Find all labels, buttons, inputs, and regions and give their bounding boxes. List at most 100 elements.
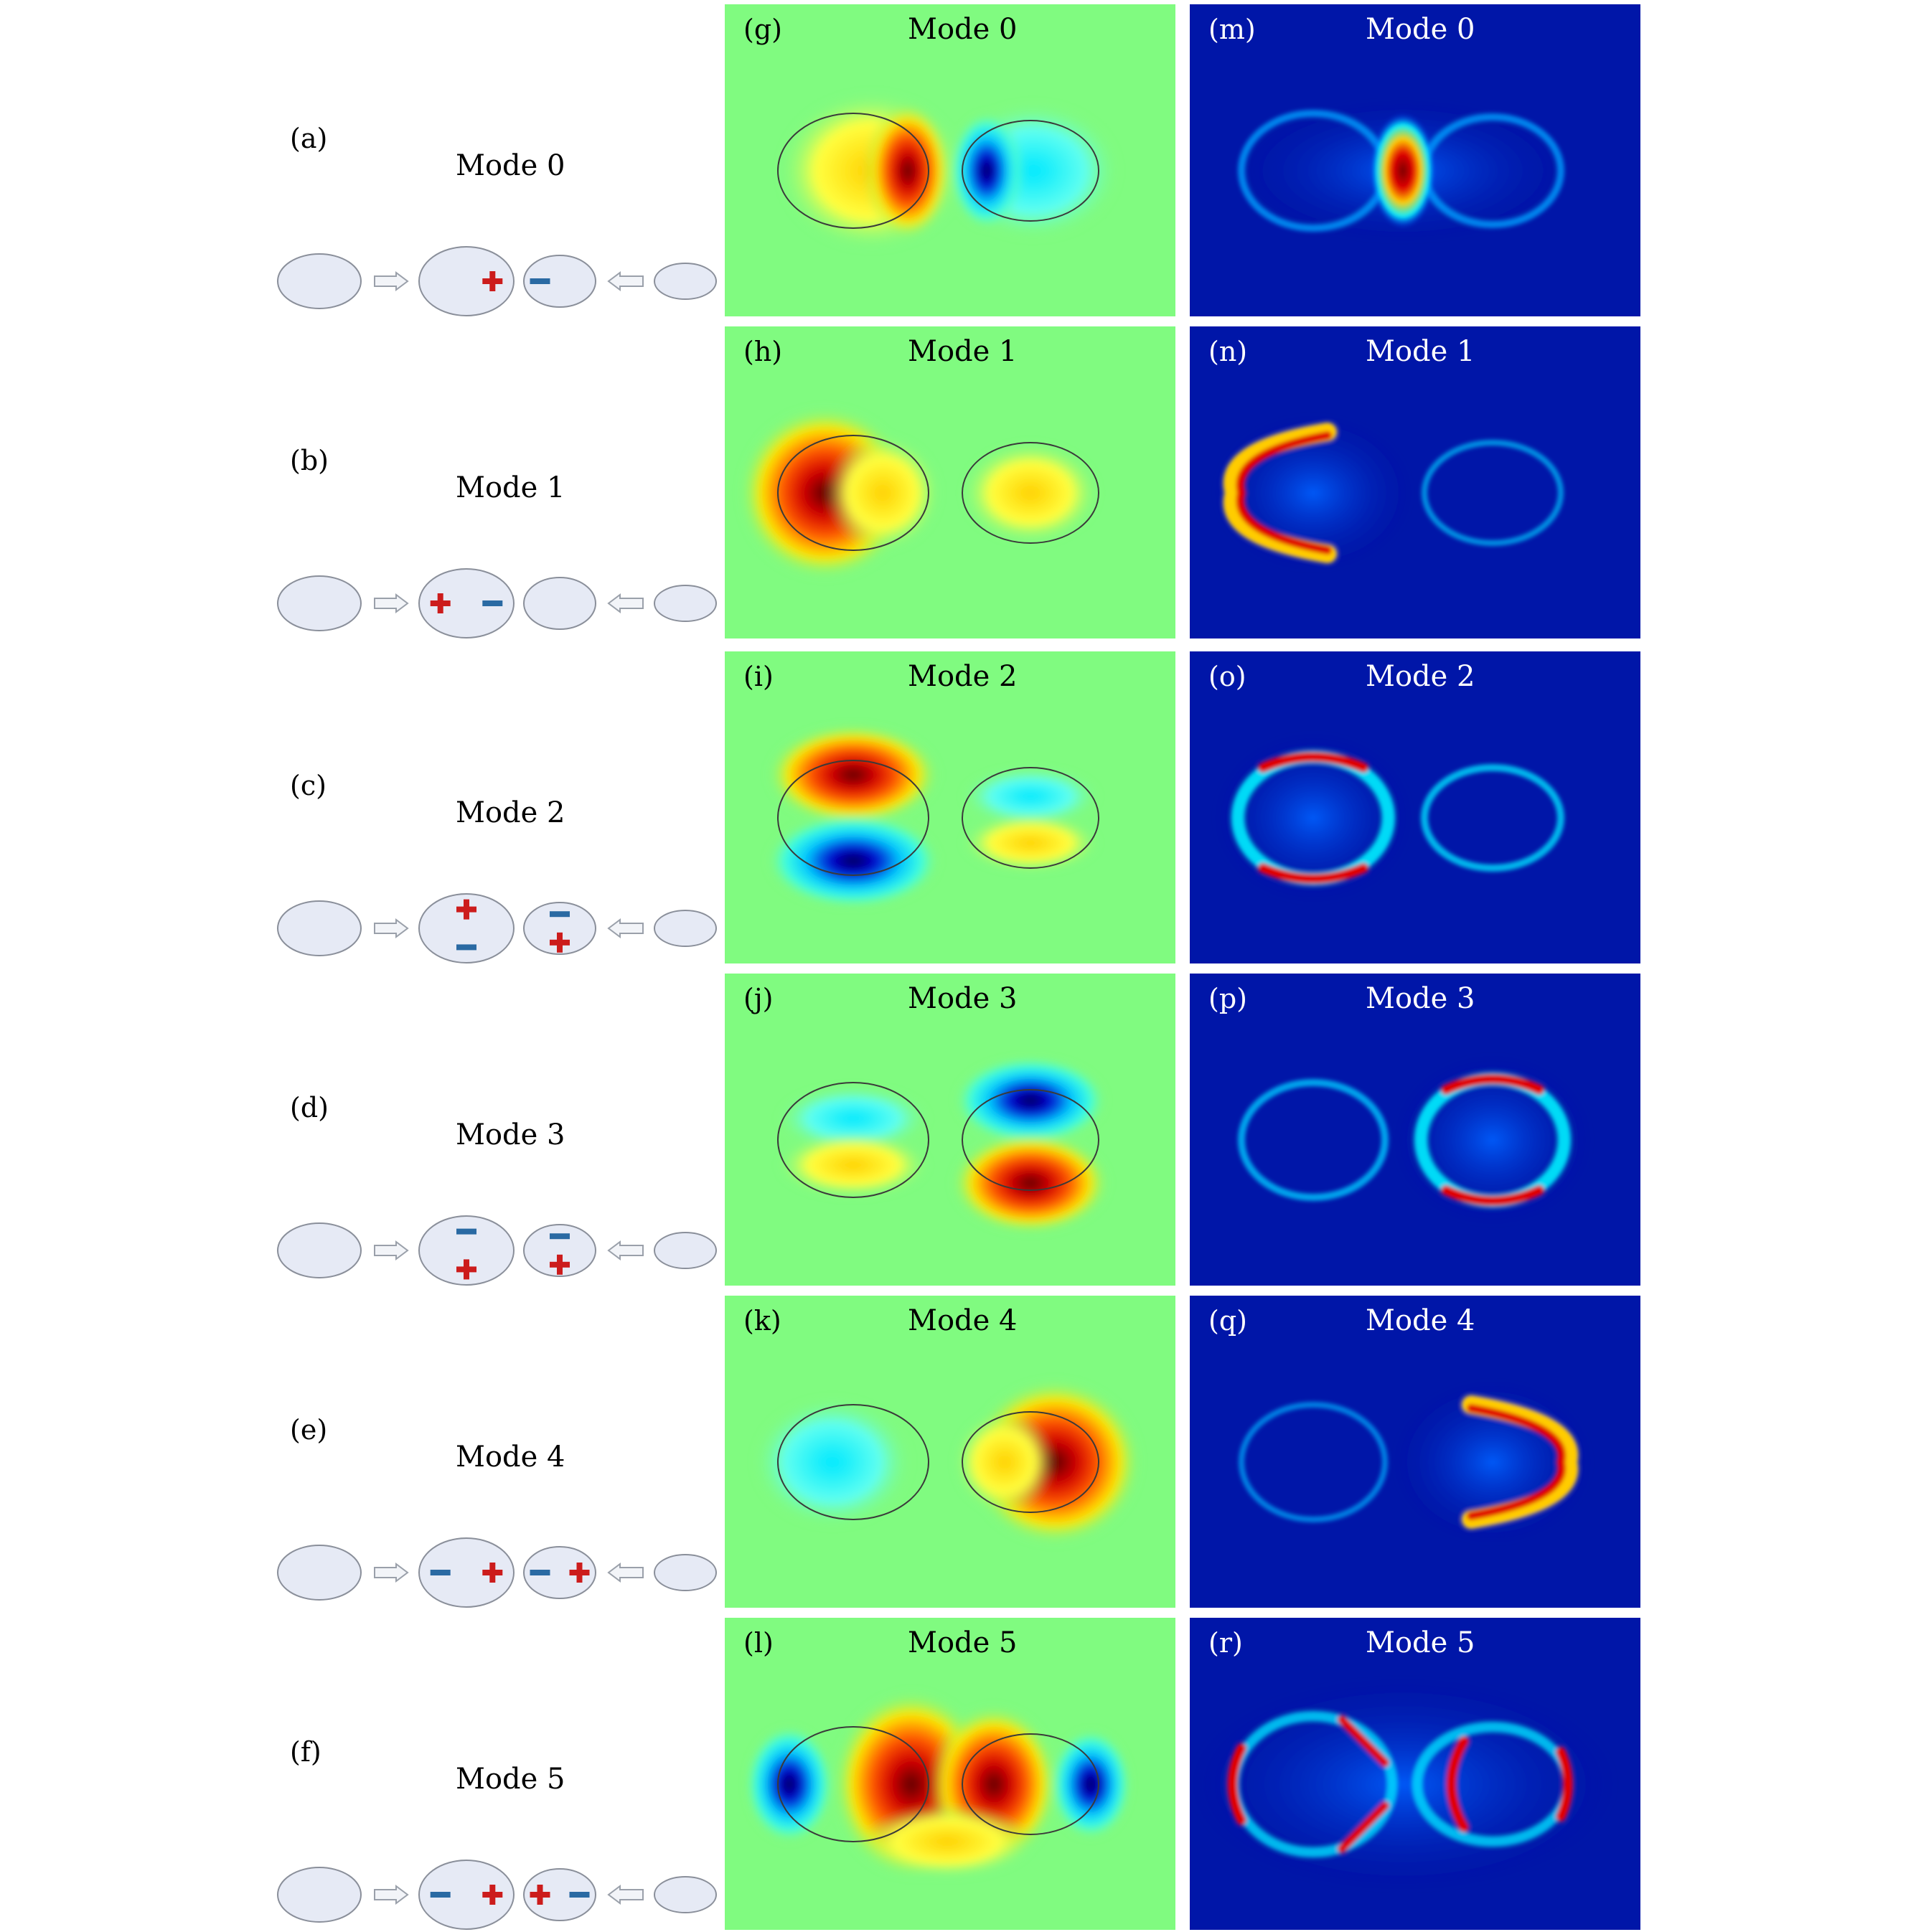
schematic-panel: (e) Mode 4	[277, 1414, 717, 1608]
small-particle	[523, 1224, 596, 1277]
intensity-distribution	[1238, 1054, 1593, 1226]
large-particle	[418, 1215, 515, 1286]
schematic-panel: (d) Mode 3	[277, 1092, 717, 1286]
particle-outline	[777, 760, 929, 876]
field-distribution	[779, 92, 1119, 250]
outer-right-ellipse	[654, 585, 717, 622]
panel-label: (n)	[1208, 336, 1247, 367]
outer-right-ellipse	[654, 1554, 717, 1591]
panel-label: (g)	[743, 14, 782, 45]
mode-title: Mode 2	[908, 660, 1017, 693]
left-arrow-icon	[607, 271, 644, 291]
field-distribution	[778, 1057, 1109, 1233]
small-particle	[523, 1868, 596, 1921]
field-map-panel: (i) Mode 2	[725, 651, 1175, 963]
intensity-distribution	[1238, 99, 1568, 242]
field-ring	[1239, 1402, 1388, 1522]
field-distribution	[753, 1380, 1141, 1545]
right-arrow-icon	[374, 1240, 409, 1260]
mode-title: Mode 4	[456, 1441, 565, 1474]
outer-left-ellipse	[277, 1222, 362, 1278]
field-ring	[1422, 440, 1564, 546]
small-particle	[523, 255, 596, 308]
field-lobe	[954, 1412, 1055, 1512]
field-lobe	[778, 1133, 929, 1197]
field-lobe	[962, 443, 1099, 543]
hot-arc	[1227, 1743, 1246, 1825]
panel-label: (i)	[743, 661, 774, 692]
field-lobe	[778, 1086, 929, 1151]
hot-arc	[1223, 423, 1337, 563]
large-particle	[418, 893, 515, 963]
large-particle	[418, 568, 515, 638]
hot-arc	[1338, 1801, 1389, 1853]
particle-outline	[962, 767, 1099, 869]
outer-left-ellipse	[277, 1545, 362, 1601]
right-arrow-icon	[374, 593, 409, 613]
hot-arc	[1236, 431, 1332, 555]
outer-left-ellipse	[277, 1867, 362, 1923]
panel-label: (h)	[743, 336, 782, 367]
plus-charge-stem	[437, 593, 443, 613]
panel-label: (e)	[290, 1414, 327, 1446]
plus-charge-stem	[489, 1885, 496, 1905]
field-lobe	[955, 1057, 1106, 1144]
field-lobe	[962, 814, 1099, 872]
mode-title: Mode 3	[456, 1118, 565, 1151]
outer-right-ellipse	[654, 1232, 717, 1269]
large-particle	[418, 1860, 515, 1930]
plus-charge-stem	[557, 932, 563, 953]
intensity-distribution	[1190, 1677, 1618, 1892]
right-arrow-icon	[374, 271, 409, 291]
plus-charge-stem	[464, 899, 469, 920]
particle-outline	[777, 435, 929, 551]
field-lobe	[865, 103, 951, 239]
small-particle	[523, 577, 596, 630]
mode-title: Mode 4	[1366, 1304, 1475, 1337]
intensity-distribution	[1213, 732, 1564, 904]
hot-arc	[1446, 1736, 1469, 1832]
field-map-column: (g) Mode 0 (h) Mode 1 (i) Mode 2 (j) Mode 3 (k) M…	[725, 4, 1175, 1930]
outer-right-ellipse	[654, 910, 717, 947]
left-arrow-icon	[607, 1885, 644, 1905]
left-arrow-icon	[607, 1563, 644, 1583]
mode-title: Mode 2	[456, 796, 565, 829]
mode-title: Mode 4	[908, 1304, 1017, 1337]
minus-charge	[430, 1570, 451, 1575]
field-lobe	[746, 1727, 832, 1842]
field-lobe	[952, 1133, 1109, 1233]
panel-label: (b)	[290, 445, 329, 476]
particle-outline	[777, 113, 929, 229]
plus-charge-stem	[576, 1563, 583, 1583]
large-particle	[418, 1537, 515, 1608]
field-distribution	[746, 1691, 1130, 1877]
intensity-map-panel: (m) Mode 0	[1190, 4, 1640, 316]
gap-hotspot	[1371, 113, 1435, 228]
intensity-map-panel: (o) Mode 2	[1190, 651, 1640, 963]
outer-left-ellipse	[277, 575, 362, 631]
outer-right-ellipse	[654, 1876, 717, 1913]
field-distribution	[739, 407, 1099, 579]
panel-label: (l)	[743, 1627, 774, 1659]
field-map-panel: (h) Mode 1	[725, 326, 1175, 638]
hot-arc	[1441, 1074, 1544, 1095]
particle-outline	[777, 1404, 929, 1520]
schematic-panel: (f) Mode 5	[277, 1736, 717, 1930]
minus-charge	[530, 1570, 550, 1575]
schematic-panel: (b) Mode 1	[277, 445, 717, 638]
minus-charge	[456, 944, 476, 951]
right-arrow-icon	[374, 918, 409, 938]
intensity-map-panel: (r) Mode 5	[1190, 1618, 1640, 1930]
outer-left-ellipse	[277, 900, 362, 956]
field-lobe	[951, 113, 1023, 228]
plus-charge-stem	[489, 1563, 496, 1583]
field-ring	[1238, 1079, 1389, 1201]
hot-arc	[1462, 1395, 1579, 1529]
plus-charge-stem	[537, 1885, 543, 1905]
minus-charge	[550, 1233, 570, 1240]
mode-title: Mode 1	[1366, 335, 1475, 368]
particle-outline	[777, 1082, 929, 1198]
field-lobe	[825, 435, 940, 550]
schematic-panel: (c) Mode 2	[277, 770, 717, 963]
panel-label: (c)	[290, 770, 327, 801]
